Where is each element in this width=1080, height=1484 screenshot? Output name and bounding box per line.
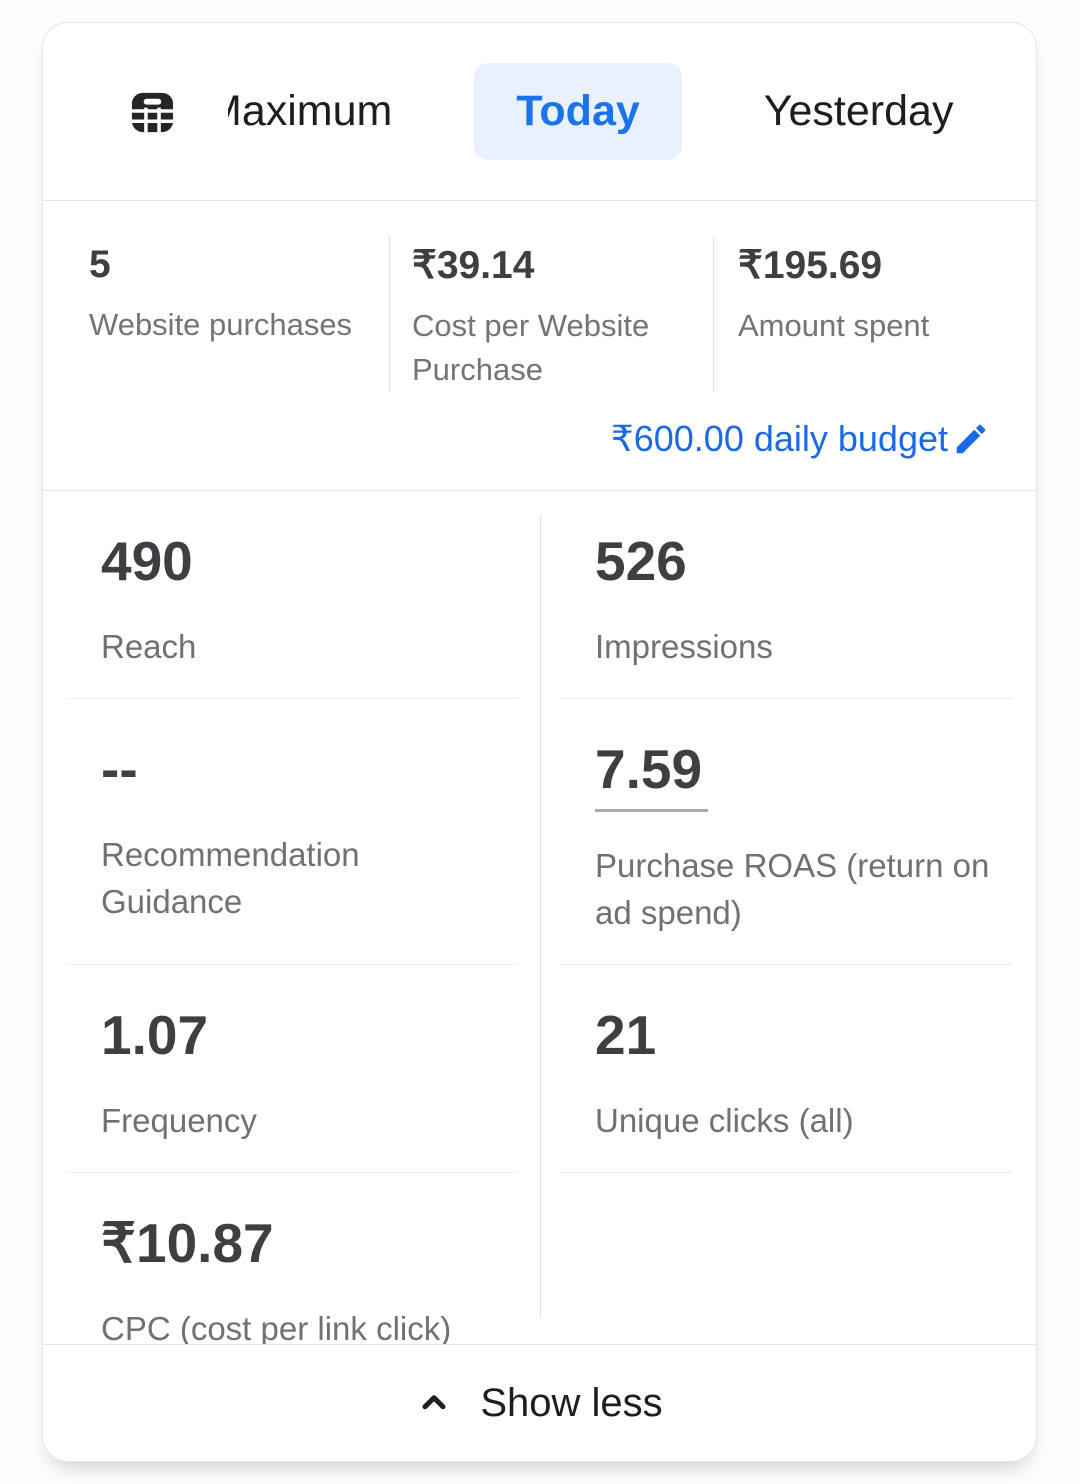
- daily-budget-link[interactable]: ₹600.00 daily budget: [611, 418, 990, 460]
- summary-stats-row: 5 Website purchases ₹39.14 Cost per Webs…: [43, 237, 1036, 392]
- date-range-tab-bar: Maximum Today Yesterday: [43, 23, 1036, 201]
- stat-cost-per-purchase: ₹39.14 Cost per Website Purchase: [389, 237, 713, 392]
- metric-label: Unique clicks (all): [595, 1102, 854, 1139]
- budget-row: ₹600.00 daily budget: [43, 392, 1036, 474]
- metric-label: Frequency: [101, 1102, 257, 1139]
- stat-website-purchases: 5 Website purchases: [43, 237, 389, 392]
- metric-cpc: ₹10.87 CPC (cost per link click): [67, 1173, 518, 1344]
- metric-impressions: 526 Impressions: [561, 491, 1012, 699]
- stat-label: Cost per Website Purchase: [412, 308, 650, 387]
- metric-reach: 490 Reach: [67, 491, 518, 699]
- stat-value: ₹195.69: [738, 244, 883, 287]
- metric-frequency: 1.07 Frequency: [67, 965, 518, 1173]
- stat-label: Website purchases: [89, 307, 353, 342]
- daily-budget-text: ₹600.00 daily budget: [610, 418, 948, 459]
- chevron-up-icon: [422, 1395, 446, 1410]
- metric-label: Purchase ROAS (return on ad spend): [595, 847, 990, 931]
- summary-section: 5 Website purchases ₹39.14 Cost per Webs…: [43, 201, 1036, 491]
- show-less-button[interactable]: Show less: [43, 1344, 1036, 1461]
- metrics-column-divider: [539, 515, 541, 1318]
- metric-label: Reach: [101, 628, 197, 665]
- metric-label: CPC (cost per link click): [101, 1310, 452, 1344]
- metric-value: 1.07: [101, 1004, 209, 1066]
- metric-value: 526: [595, 530, 687, 592]
- pencil-icon[interactable]: [952, 420, 990, 458]
- stat-label: Amount spent: [738, 308, 930, 343]
- stat-amount-spent: ₹195.69 Amount spent: [713, 237, 1036, 392]
- metric-purchase-roas: 7.59 Purchase ROAS (return on ad spend): [561, 699, 1012, 965]
- stat-value: 5: [89, 243, 111, 286]
- metric-value: 490: [101, 530, 193, 592]
- show-less-label: Show less: [480, 1380, 663, 1425]
- metric-recommendation-guidance: -- Recommendation Guidance: [67, 699, 518, 965]
- tab-today[interactable]: Today: [474, 63, 682, 160]
- metric-value: --: [101, 738, 138, 800]
- grid-calendar-icon[interactable]: [129, 88, 176, 135]
- metric-label: Recommendation Guidance: [101, 836, 360, 920]
- tab-yesterday[interactable]: Yesterday: [763, 87, 954, 135]
- metric-label: Impressions: [595, 628, 773, 665]
- tab-maximum[interactable]: Maximum: [206, 87, 393, 135]
- stat-value: ₹39.14: [412, 244, 535, 287]
- metric-unique-clicks: 21 Unique clicks (all): [561, 965, 1012, 1173]
- metric-value: 7.59: [595, 737, 1004, 812]
- metric-value-underlined[interactable]: 7.59: [595, 737, 709, 812]
- metric-value: 21: [595, 1004, 657, 1066]
- metric-empty-cell: [561, 1173, 1012, 1344]
- metrics-grid: 490 Reach 526 Impressions -- Recommendat…: [67, 491, 1012, 1344]
- metric-value: ₹10.87: [101, 1212, 274, 1274]
- insights-card: Maximum Today Yesterday 5 Website purcha…: [42, 22, 1037, 1462]
- metrics-section: 490 Reach 526 Impressions -- Recommendat…: [43, 491, 1036, 1344]
